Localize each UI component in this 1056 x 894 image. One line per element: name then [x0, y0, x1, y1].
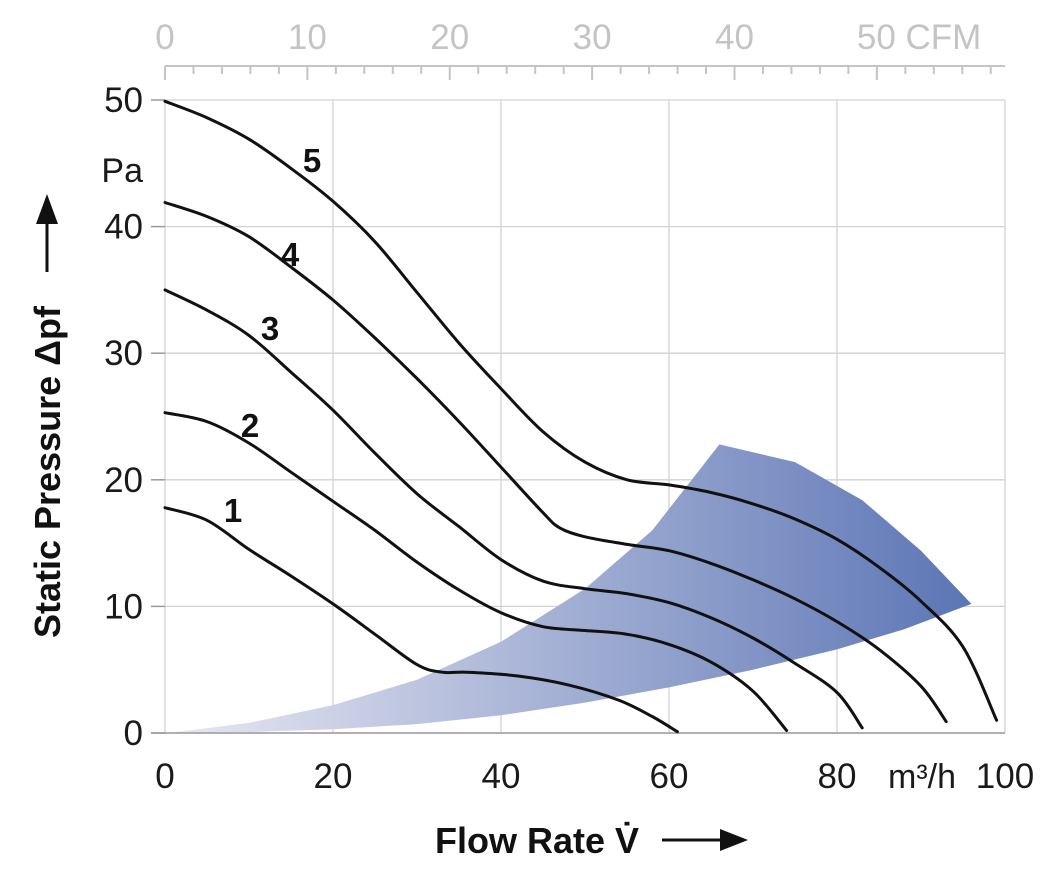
series-line-3	[163, 288, 864, 730]
top-tick-label: 0	[155, 18, 174, 57]
x-tick-label: 80	[818, 757, 857, 796]
y-axis-title: Static Pressure Δpf	[27, 305, 68, 638]
series-line-1	[163, 506, 679, 734]
series-line-2	[163, 411, 789, 732]
y-tick-label: 30	[104, 334, 143, 373]
x-tick-label: 100	[976, 757, 1034, 796]
series-label-3: 3	[261, 310, 279, 347]
series-label-2: 2	[241, 407, 259, 444]
y-tick-label: 20	[104, 461, 143, 500]
series-label-5: 5	[303, 142, 321, 179]
series-label-1: 1	[224, 492, 242, 529]
series-line-5	[163, 99, 999, 722]
x-tick-label: 60	[650, 757, 689, 796]
y-tick-label: 10	[104, 587, 143, 626]
y-unit-label: Pa	[101, 152, 143, 190]
series-line-4	[163, 201, 948, 724]
series-label-4: 4	[281, 236, 300, 273]
y-tick-label: 0	[124, 714, 143, 753]
top-tick-label: 50 CFM	[857, 18, 981, 57]
x-tick-label: 0	[155, 757, 174, 796]
labels-group: 0 20 40 60 80 100 m³/h 0 10 20 30 40 50 Pa 0 10 20 30 40 50…	[27, 18, 1034, 861]
x-axis-arrow-head	[720, 829, 748, 851]
y-tick-label: 50	[104, 81, 143, 120]
y-axis-arrow-head	[36, 194, 58, 224]
x-tick-label: 20	[314, 757, 353, 796]
operating-range-area	[173, 444, 972, 733]
top-tick-label: 30	[573, 18, 612, 57]
x-tick-label: 40	[482, 757, 521, 796]
x-unit-label: m³/h	[888, 758, 956, 796]
top-tick-label: 10	[288, 18, 327, 57]
x-axis-title: Flow Rate V̇	[435, 820, 639, 861]
axes	[151, 65, 1005, 734]
series-group	[163, 99, 999, 734]
y-tick-label: 40	[104, 208, 143, 247]
top-tick-label: 20	[430, 18, 469, 57]
top-tick-label: 40	[715, 18, 754, 57]
